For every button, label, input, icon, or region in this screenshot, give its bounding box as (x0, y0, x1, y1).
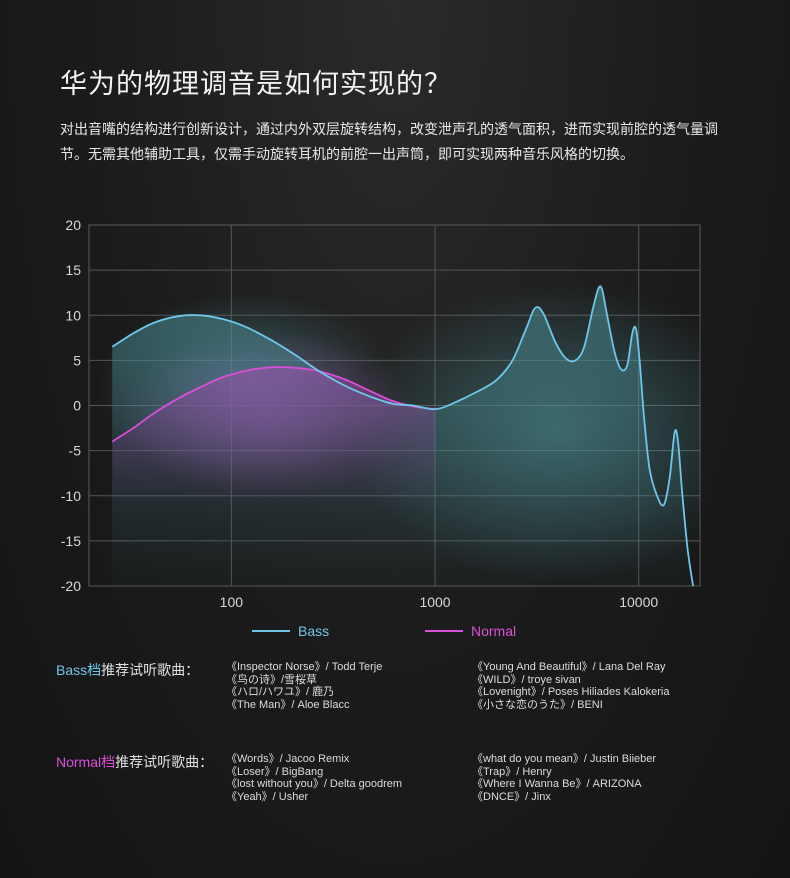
normal-song-list-right: 《what do you mean》/ Justin Biieber 《Trap… (472, 753, 762, 803)
series-line-bass (111, 285, 694, 586)
normal-recommend-label: Normal档推荐试听歌曲： (56, 752, 213, 772)
bass-mode-name: Bass档 (56, 662, 102, 678)
y-tick-label: 0 (73, 398, 81, 414)
series-lines (111, 285, 694, 586)
song-item: 《DNCE》/ Jinx (472, 790, 551, 803)
area-fills (97, 282, 700, 586)
song-item: 《The Man》/ Aloe Blacc (226, 698, 350, 711)
bass-song-list-right: 《Young And Beautiful》/ Lana Del Ray 《WIL… (472, 661, 762, 711)
song-item: 《Young And Beautiful》/ Lana Del Ray (472, 661, 666, 673)
x-tick-label: 10000 (619, 594, 658, 610)
song-item: 《Lovenight》/ Poses Hiliades Kalokeria (472, 686, 670, 699)
y-tick-label: -10 (61, 488, 81, 504)
bass-recommend-text: 推荐试听歌曲： (101, 662, 200, 678)
song-item: 《鸟の诗》/雪桜草 (226, 673, 318, 686)
song-item: 《Where I Wanna Be》/ ARIZONA (472, 778, 642, 791)
normal-song-list-left: 《Words》/ Jacoo Remix 《Loser》/ BigBang 《l… (226, 753, 466, 803)
song-item: 《ハロ/ハワユ》/ 鹿乃 (226, 686, 335, 699)
song-item: 《Trap》/ Henry (472, 765, 552, 778)
legend-label-normal: Normal (471, 623, 516, 639)
song-item: 《lost without you》/ Delta goodrem (226, 778, 403, 791)
x-tick-label: 1000 (419, 594, 450, 610)
legend-label-bass: Bass (298, 623, 329, 639)
y-tick-label: -20 (61, 578, 81, 594)
song-item: 《Yeah》/ Usher (226, 790, 309, 803)
y-tick-label: 10 (65, 307, 81, 323)
tick-labels: 20 15 10 5 0 -5 -10 -15 -20 100 1000 10000 (61, 217, 659, 610)
song-item: 《Inspector Norse》/ Todd Terje (226, 661, 383, 673)
normal-recommend-text: 推荐试听歌曲： (115, 754, 214, 770)
y-tick-label: -5 (69, 443, 82, 459)
description: 对出音嘴的结构进行创新设计，通过内外双层旋转结构，改变泄声孔的透气面积，进而实现… (60, 122, 718, 163)
bass-recommend-label: Bass档推荐试听歌曲： (56, 660, 199, 680)
song-item: 《Loser》/ BigBang (226, 765, 324, 778)
song-item: 《Words》/ Jacoo Remix (226, 753, 350, 765)
y-tick-label: -15 (61, 533, 81, 549)
frequency-response-chart: 20 15 10 5 0 -5 -10 -15 -20 100 1000 10000 Bass Norm… (0, 215, 790, 655)
song-item: 《小さな恋のうた》/ BENI (472, 698, 603, 711)
normal-mode-name: Normal档 (56, 754, 116, 770)
page-title: 华为的物理调音是如何实现的？ (60, 69, 452, 100)
y-tick-label: 5 (73, 352, 81, 368)
bass-song-list-left: 《Inspector Norse》/ Todd Terje 《鸟の诗》/雪桜草 … (226, 661, 466, 711)
chart-svg: 20 15 10 5 0 -5 -10 -15 -20 100 1000 10000 Bass Norm… (61, 217, 701, 639)
y-tick-label: 20 (65, 217, 81, 233)
song-item: 《what do you mean》/ Justin Biieber (472, 753, 657, 765)
normal-area (112, 367, 435, 514)
legend: Bass Normal (252, 623, 516, 639)
y-tick-label: 15 (65, 262, 81, 278)
song-item: 《WILD》/ troye sivan (472, 673, 581, 686)
x-tick-label: 100 (220, 594, 244, 610)
